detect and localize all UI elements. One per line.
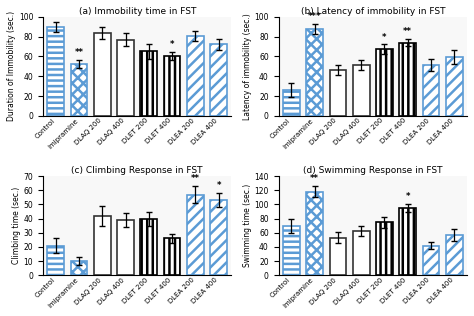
Bar — [164, 239, 181, 275]
Bar — [117, 40, 134, 116]
Bar — [283, 226, 300, 275]
Text: *: * — [405, 192, 410, 202]
Bar — [94, 216, 110, 275]
Bar — [94, 33, 110, 116]
Bar — [446, 58, 463, 116]
Bar — [329, 70, 346, 116]
Text: **: ** — [403, 27, 412, 36]
Bar — [210, 45, 227, 116]
Bar — [210, 200, 227, 275]
Bar — [306, 29, 323, 116]
Bar — [140, 219, 157, 275]
Y-axis label: Duration of Immobility (sec.): Duration of Immobility (sec.) — [7, 11, 16, 121]
Bar — [423, 65, 439, 116]
Bar — [376, 222, 393, 275]
Y-axis label: Climbing time (sec.): Climbing time (sec.) — [12, 187, 21, 264]
Bar — [71, 64, 87, 116]
Text: ***: *** — [308, 12, 321, 21]
Bar — [423, 246, 439, 275]
Bar — [353, 231, 370, 275]
Title: (c) Climbing Response in FST: (c) Climbing Response in FST — [72, 166, 203, 175]
Text: **: ** — [74, 48, 83, 58]
Y-axis label: Swimming time (sec.): Swimming time (sec.) — [243, 184, 252, 267]
Bar — [187, 195, 204, 275]
Text: *: * — [217, 181, 221, 190]
Bar — [446, 235, 463, 275]
Bar — [71, 261, 87, 275]
Bar — [376, 50, 393, 116]
Bar — [399, 208, 416, 275]
Text: **: ** — [310, 174, 319, 183]
Bar — [399, 43, 416, 116]
Bar — [117, 220, 134, 275]
Bar — [353, 65, 370, 116]
Bar — [47, 27, 64, 116]
Text: **: ** — [191, 174, 200, 183]
Text: *: * — [170, 40, 174, 50]
Bar — [47, 246, 64, 275]
Bar — [306, 192, 323, 275]
Bar — [283, 90, 300, 116]
Y-axis label: Latency of immobility (sec.): Latency of immobility (sec.) — [243, 13, 252, 120]
Text: *: * — [382, 33, 387, 41]
Bar — [329, 238, 346, 275]
Bar — [140, 52, 157, 116]
Title: (b) Latency of immobility in FST: (b) Latency of immobility in FST — [301, 7, 445, 16]
Title: (a) Immobility time in FST: (a) Immobility time in FST — [79, 7, 196, 16]
Title: (d) Swimming Response in FST: (d) Swimming Response in FST — [303, 166, 443, 175]
Bar — [187, 36, 204, 116]
Bar — [164, 56, 181, 116]
